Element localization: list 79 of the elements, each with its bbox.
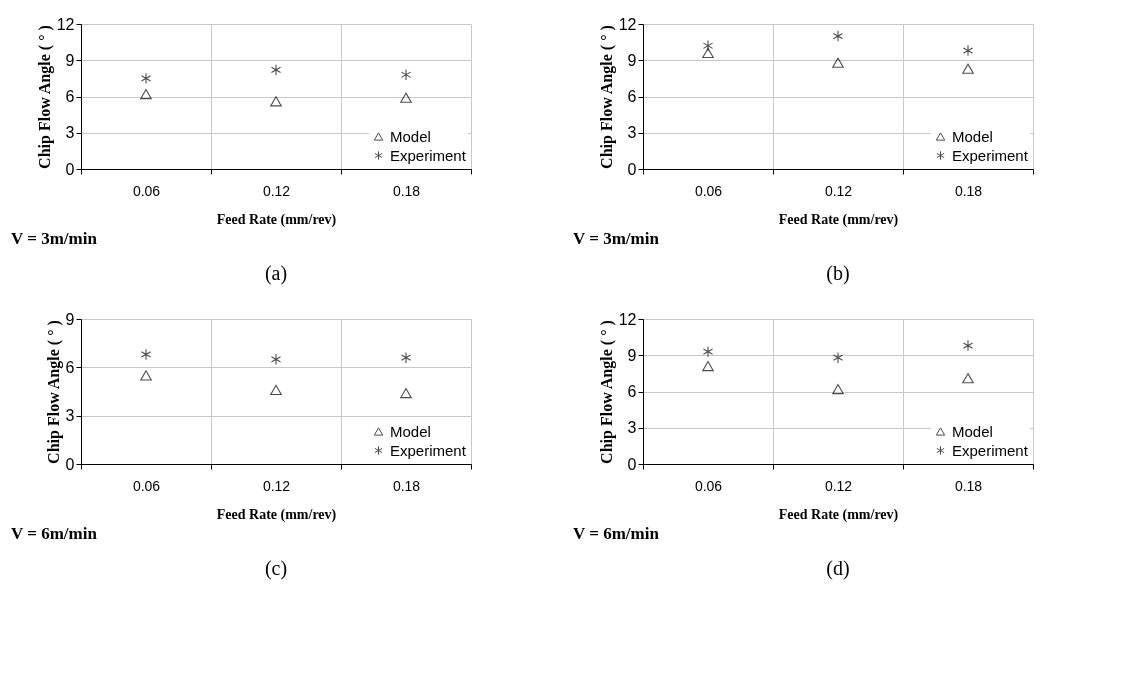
point [702,361,714,372]
point [400,351,412,364]
point [832,30,844,42]
text: (d) [826,557,850,580]
y-tick-label: 12 [618,310,637,328]
y-tick-label: 0 [65,455,75,473]
point [270,384,282,395]
point [962,44,974,57]
y-tick-label: 3 [627,419,637,437]
y-tick-label: 12 [56,15,75,33]
text: V = 3m/min [11,229,98,248]
y-tick-label: 0 [627,455,637,473]
point [962,373,974,384]
point [962,63,974,74]
y-tick-label: 3 [627,124,637,142]
x-axis-title: Feed Rate (mm/rev) [778,211,899,228]
text: V = 3m/min [573,229,660,248]
point [270,353,282,366]
y-axis-title: Chip Flow Angle ( ° ) [597,25,616,169]
x-tick-label: 0.06 [132,477,161,494]
legend-label: Model [390,127,431,145]
x-tick-label: 0.18 [392,182,421,199]
legend-label: Model [952,422,993,440]
x-axis-title: Feed Rate (mm/rev) [216,211,337,228]
text: V = 6m/min [573,524,660,543]
point [140,348,152,361]
y-tick-label: 9 [65,51,75,69]
x-tick-label: 0.12 [824,477,853,494]
y-tick-label: 6 [65,358,75,376]
y-tick-label: 6 [65,88,75,105]
x-axis-title: Feed Rate (mm/rev) [216,506,337,523]
point [140,72,152,85]
y-axis-title: Chip Flow Angle ( ° ) [597,320,616,464]
y-tick-label: 0 [627,160,637,178]
x-axis-title: Feed Rate (mm/rev) [778,506,899,523]
legend-label: Experiment [952,146,1029,164]
x-tick-label: 0.06 [132,182,161,199]
point [702,39,714,52]
y-tick-label: 6 [627,88,637,105]
x-tick-label: 0.06 [694,182,723,199]
point [702,345,714,358]
text: (a) [264,262,288,285]
point [400,92,412,103]
y-tick-label: 6 [627,383,637,400]
point [702,47,714,59]
x-tick-label: 0.18 [954,477,983,494]
x-tick-label: 0.12 [262,182,291,199]
y-tick-label: 9 [627,51,637,69]
text: (c) [264,557,288,580]
point [962,339,974,352]
y-tick-label: 12 [618,15,637,33]
y-tick-label: 9 [65,310,75,328]
y-axis-title: Chip Flow Angle ( ° ) [35,25,54,169]
legend-label: Experiment [390,146,467,164]
text: V = 6m/min [11,524,98,543]
point [270,64,282,76]
y-tick-label: 9 [627,346,637,364]
legend-label: Experiment [390,441,467,459]
point [140,370,152,381]
point [270,96,282,107]
legend-label: Model [390,422,431,440]
legend-label: Experiment [952,441,1029,459]
point [400,68,412,81]
legend-label: Model [952,127,993,145]
x-tick-label: 0.12 [262,477,291,494]
y-tick-label: 0 [65,160,75,178]
y-tick-label: 3 [65,124,75,142]
y-tick-label: 3 [65,407,75,425]
point [140,88,152,100]
x-tick-label: 0.18 [954,182,983,199]
point [832,351,844,364]
x-tick-label: 0.18 [392,477,421,494]
point [832,57,844,68]
text: (b) [826,262,850,285]
y-axis-title: Chip Flow Angle ( ° ) [44,320,63,464]
point [832,383,844,395]
x-tick-label: 0.06 [694,477,723,494]
point [400,388,412,399]
x-tick-label: 0.12 [824,182,853,199]
